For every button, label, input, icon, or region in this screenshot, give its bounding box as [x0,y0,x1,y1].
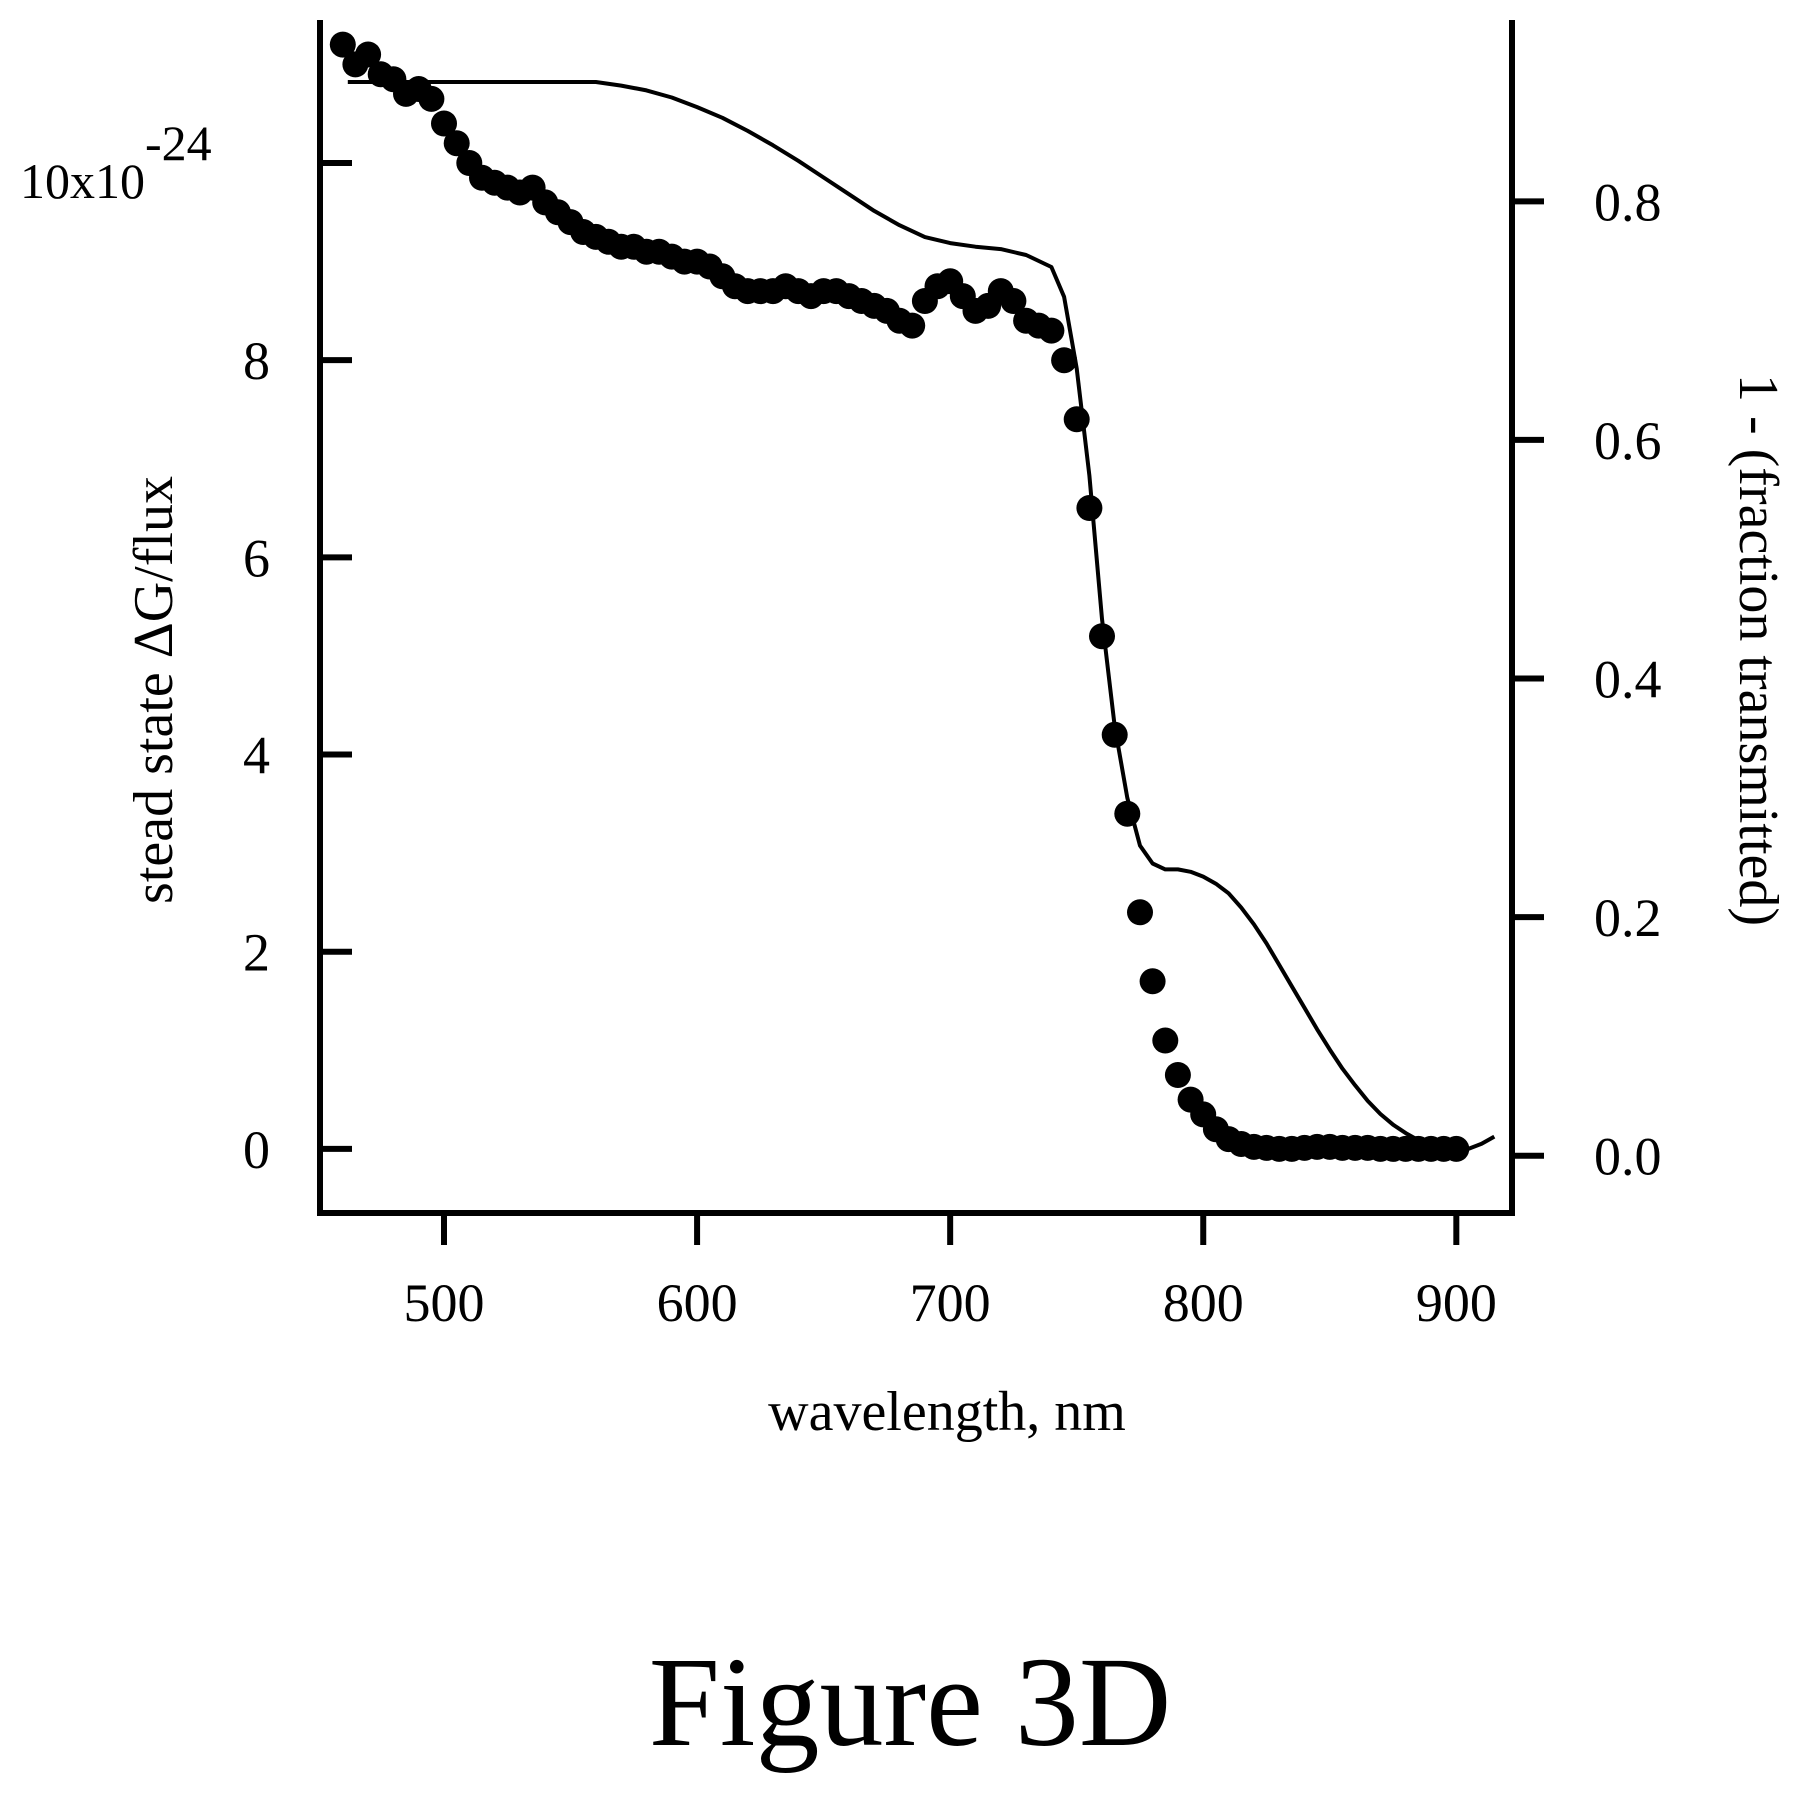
x-tick-label: 700 [910,1273,991,1333]
y-left-tick-label: 0 [243,1120,270,1180]
y-axis-right-title: 1 - (fraction transmitted) [1727,374,1789,926]
figure-label: Figure 3D [649,1631,1172,1773]
data-point [355,41,382,68]
y-right-tick-label: 0.2 [1594,888,1662,948]
data-point [1000,288,1027,314]
data-point [899,312,926,339]
transmission-line [347,80,1496,1153]
y-right-tick-label: 0.0 [1594,1127,1662,1187]
y-left-tick-label: 8 [243,331,270,391]
data-point [1164,1062,1191,1088]
plot-area [329,31,1496,1162]
y-right-tick-label: 0.8 [1594,172,1662,232]
data-point [1152,1027,1179,1054]
data-point [443,130,470,157]
y-right-tick-label: 0.4 [1594,650,1662,710]
data-point [1038,317,1065,344]
data-point [418,85,445,112]
x-tick-label: 600 [657,1273,738,1333]
y-left-multiplier-label: 10x10-24 [20,115,212,209]
data-point [1127,899,1153,926]
y-left-tick-label: 6 [243,528,270,588]
ticks: 500 600 700 800 900 0 2 4 6 8 0.0 0.2 0.4 0.6 0.8 [243,159,1662,1333]
y-left-tick-label: 2 [243,923,270,983]
data-point [1076,495,1103,521]
data-point [1139,968,1166,995]
data-point [329,31,356,58]
axes [317,20,1515,1216]
x-tick-label: 800 [1163,1273,1244,1333]
data-point [1443,1135,1470,1162]
x-tick-label: 900 [1416,1273,1497,1333]
data-point [1089,623,1115,650]
y-axis-left-title: stead state ΔG/flux [123,476,185,904]
y-left-tick-label: 4 [243,726,270,786]
data-point [1051,347,1078,374]
y-left-multiplier-base: 10x10 [20,153,145,209]
x-tick-label: 500 [404,1273,485,1333]
x-axis-title: wavelength, nm [768,1381,1126,1443]
data-point [431,110,457,137]
y-left-multiplier-exponent: -24 [145,115,212,171]
y-right-tick-label: 0.6 [1594,411,1662,471]
